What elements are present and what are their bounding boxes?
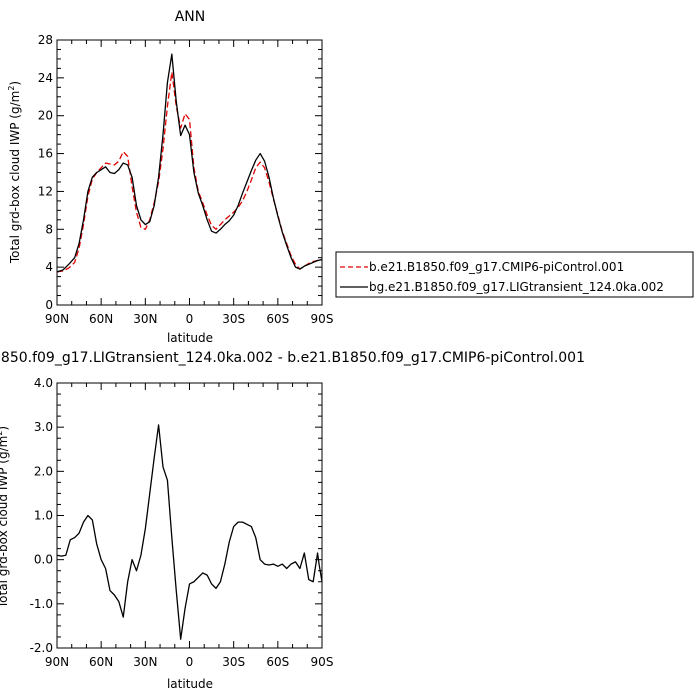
bottom-x-tick-label: 0 — [186, 655, 194, 669]
bottom-series-line-0 — [56, 424, 323, 640]
bottom-x-tick-label: 90S — [311, 655, 334, 669]
top-x-tick-label: 30N — [133, 312, 157, 326]
top-y-axis-label-text: Total grd-box cloud IWP (g/m — [8, 91, 22, 264]
top-y-tick-label: 4 — [45, 260, 53, 274]
top-x-tick-label: 60N — [89, 312, 113, 326]
bottom-chart: bg.e21.B1850.f09_g17.LIGtransient_124.0k… — [0, 350, 585, 691]
top-x-tick-label: 90S — [311, 312, 334, 326]
top-ticks: 90N 60N 30N 0 30S 60S 90S 0 4 8 12 16 20 24 28 — [38, 33, 334, 326]
legend-label-1: bg.e21.B1850.f09_g17.LIGtransient_124.0k… — [369, 280, 664, 294]
top-y-axis-label-tail: ) — [8, 81, 22, 86]
bottom-plot-frame — [56, 382, 323, 649]
bottom-y-tick-label: 4.0 — [34, 376, 53, 390]
bottom-chart-title: bg.e21.B1850.f09_g17.LIGtransient_124.0k… — [0, 350, 585, 366]
bottom-ticks: 90N 60N 30N 0 30S 60S 90S -2.0 -1.0 0.0 1.0 2.0 3.0 4… — [30, 376, 334, 669]
top-x-tick-label: 0 — [186, 312, 194, 326]
top-y-axis-label-sup: 2 — [7, 86, 16, 91]
bottom-x-tick-label: 90N — [45, 655, 69, 669]
top-x-tick-label: 90N — [45, 312, 69, 326]
top-y-tick-label: 20 — [38, 109, 53, 123]
top-y-tick-label: 12 — [38, 184, 53, 198]
top-x-tick-label: 60S — [266, 312, 289, 326]
top-y-tick-label: 28 — [38, 33, 53, 47]
top-y-tick-label: 24 — [38, 71, 53, 85]
bottom-x-axis-label: latitude — [167, 677, 213, 691]
top-chart-title: ANN — [175, 9, 206, 25]
top-series-group — [56, 53, 323, 273]
bottom-x-tick-label: 60N — [89, 655, 113, 669]
bottom-x-tick-label: 60S — [266, 655, 289, 669]
legend: b.e21.B1850.f09_g17.CMIP6-piControl.001 … — [335, 251, 694, 298]
bottom-y-tick-label: -2.0 — [30, 641, 53, 655]
top-series-line-1 — [56, 53, 323, 273]
top-x-tick-label: 30S — [222, 312, 245, 326]
top-x-axis-label: latitude — [167, 331, 213, 345]
bottom-series-group — [56, 424, 323, 640]
bottom-y-tick-label: -1.0 — [30, 597, 53, 611]
bottom-y-axis-label-sup: 2 — [0, 431, 4, 436]
bottom-y-axis-label-tail: ) — [0, 426, 10, 431]
bottom-y-axis-label-text: Total grd-box cloud IWP (g/m — [0, 436, 10, 609]
top-y-tick-label: 0 — [45, 298, 53, 312]
top-chart: ANN 90N 60N 30N 0 30S 60S 90S 0 4 8 12 16 20 24 28 lat… — [7, 9, 333, 345]
top-y-tick-label: 16 — [38, 147, 53, 161]
bottom-y-axis-label: Total grd-box cloud IWP (g/m2) — [0, 426, 10, 609]
bottom-y-tick-label: 3.0 — [34, 420, 53, 434]
legend-label-0: b.e21.B1850.f09_g17.CMIP6-piControl.001 — [369, 260, 624, 274]
bottom-y-tick-label: 1.0 — [34, 509, 53, 523]
legend-box — [335, 251, 694, 298]
top-y-tick-label: 8 — [45, 222, 53, 236]
bottom-y-tick-label: 2.0 — [34, 464, 53, 478]
bottom-y-tick-label: 0.0 — [34, 553, 53, 567]
top-y-axis-label: Total grd-box cloud IWP (g/m2) — [7, 81, 22, 264]
bottom-x-tick-label: 30N — [133, 655, 157, 669]
bottom-x-tick-label: 30S — [222, 655, 245, 669]
